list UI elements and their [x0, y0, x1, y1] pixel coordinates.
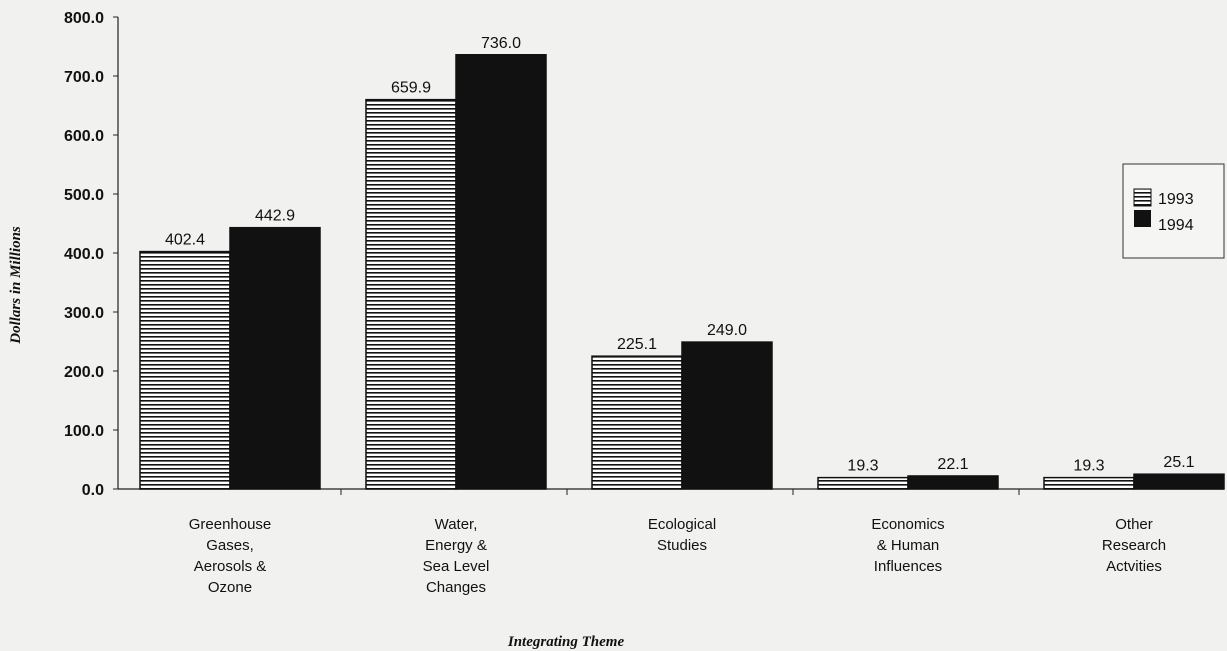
bar-value-label: 736.0	[481, 35, 521, 52]
y-tick-label: 800.0	[64, 10, 104, 27]
x-category-label: Greenhouse	[189, 516, 272, 533]
bar-value-label: 25.1	[1163, 454, 1194, 471]
legend-swatch-1994	[1134, 210, 1151, 227]
x-axis-title: Integrating Theme	[507, 634, 625, 650]
bar-value-label: 22.1	[937, 456, 968, 473]
y-tick-label: 0.0	[82, 482, 104, 499]
bar-1994	[455, 54, 547, 490]
y-tick-label: 200.0	[64, 364, 104, 381]
bar-1993	[591, 355, 683, 490]
bar-1993	[365, 98, 457, 490]
y-tick-label: 300.0	[64, 305, 104, 322]
bar-value-label: 19.3	[847, 458, 878, 475]
x-category-label: Sea Level	[423, 558, 490, 575]
y-tick-label: 100.0	[64, 423, 104, 440]
bar-value-label: 249.0	[707, 322, 747, 339]
x-category-label: Energy &	[425, 537, 487, 554]
x-category-label: Economics	[871, 516, 944, 533]
y-axis-title: Dollars in Millions	[8, 226, 24, 345]
bar-1994	[907, 475, 999, 490]
bar-1993	[1043, 476, 1135, 490]
bar-1993	[817, 476, 909, 490]
bar-value-label: 19.3	[1073, 458, 1104, 475]
bar-1994	[229, 226, 321, 490]
bar-1993	[139, 250, 231, 490]
plot-area: 0.0 100.0 200.0 300.0 400.0 500.0 600.0 700.0 80…	[64, 10, 1225, 596]
y-tick-label: 700.0	[64, 69, 104, 86]
x-category-label: Influences	[874, 558, 942, 575]
legend-label-1993: 1993	[1158, 191, 1194, 208]
x-category-label: Aerosols &	[194, 558, 267, 575]
x-category-label: Water,	[435, 516, 478, 533]
bar-value-label: 402.4	[165, 232, 205, 249]
x-category-label: Research	[1102, 537, 1166, 554]
x-category-label: Ozone	[208, 579, 252, 596]
bar-value-label: 442.9	[255, 208, 295, 225]
legend-label-1994: 1994	[1158, 217, 1194, 234]
x-category-label: Ecological	[648, 516, 716, 533]
y-tick-label: 400.0	[64, 246, 104, 263]
x-category-label: & Human	[877, 537, 940, 554]
y-tick-label: 500.0	[64, 187, 104, 204]
x-category-label: Gases,	[206, 537, 254, 554]
bar-value-label: 659.9	[391, 80, 431, 97]
x-category-label: Other	[1115, 516, 1153, 533]
bar-1994	[681, 341, 773, 490]
x-category-label: Actvities	[1106, 558, 1162, 575]
x-category-label: Studies	[657, 537, 707, 554]
legend-swatch-1993	[1133, 188, 1152, 207]
y-tick-label: 600.0	[64, 128, 104, 145]
legend: 1993 1994	[1122, 163, 1225, 259]
x-category-label: Changes	[426, 579, 486, 596]
bar-1994	[1133, 473, 1225, 490]
bar-value-label: 225.1	[617, 336, 657, 353]
